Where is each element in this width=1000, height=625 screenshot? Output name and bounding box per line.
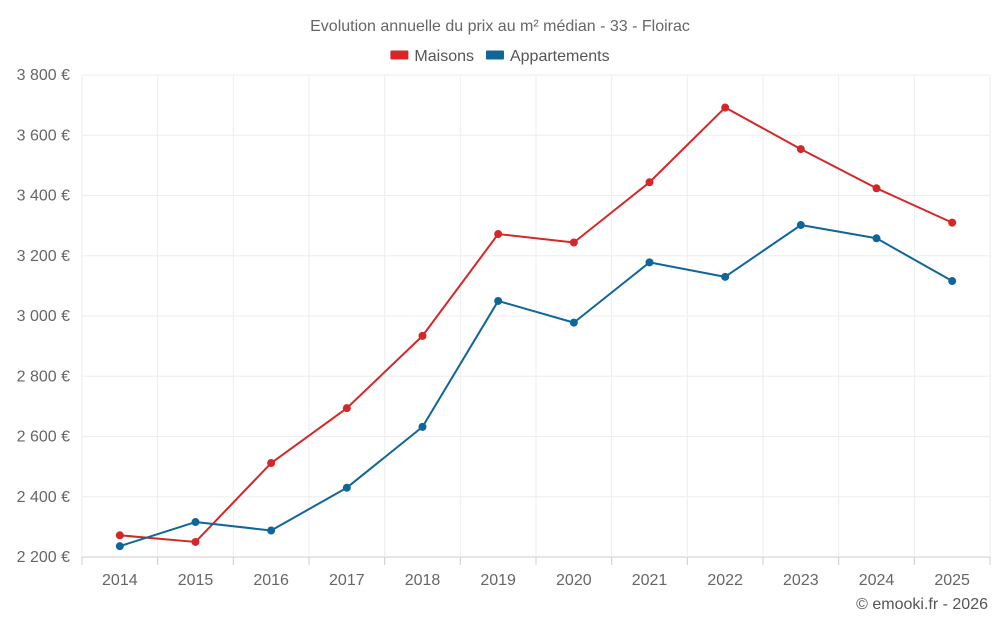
data-point[interactable]: [191, 537, 200, 546]
data-point[interactable]: [948, 218, 957, 227]
x-tick-label: 2020: [556, 572, 592, 589]
legend-swatch: [485, 50, 504, 60]
y-axis: 2 200 € 2 400 € 2 600 € 2 800 € 3 000 € 3 200…: [17, 67, 70, 566]
data-point[interactable]: [418, 422, 427, 431]
x-tick-label: 2023: [783, 572, 819, 589]
data-point[interactable]: [115, 542, 124, 551]
data-point[interactable]: [494, 296, 503, 305]
data-point[interactable]: [721, 103, 730, 112]
x-tick-label: 2016: [253, 572, 289, 589]
data-point[interactable]: [948, 277, 957, 286]
data-point[interactable]: [494, 230, 503, 239]
data-point[interactable]: [645, 178, 654, 187]
y-tick-label: 2 400 €: [17, 489, 70, 506]
data-point[interactable]: [569, 238, 578, 247]
data-point[interactable]: [418, 331, 427, 340]
grid: [81, 74, 991, 558]
legend-swatch: [390, 50, 409, 60]
legend-label: Maisons: [414, 48, 474, 65]
y-tick-label: 3 800 €: [17, 67, 70, 84]
series-line: [119, 224, 953, 548]
chart-title: Evolution annuelle du prix au m² médian …: [310, 18, 690, 35]
data-point[interactable]: [267, 526, 276, 535]
data-point[interactable]: [645, 258, 654, 267]
data-point[interactable]: [721, 272, 730, 281]
data-point[interactable]: [342, 404, 351, 413]
credit-text: © emooki.fr - 2026: [856, 596, 988, 613]
x-tick-label: 2015: [178, 572, 214, 589]
x-tick-label: 2018: [405, 572, 441, 589]
x-tick-label: 2019: [480, 572, 516, 589]
series-appartements: [115, 221, 957, 551]
series-maisons: [115, 103, 957, 546]
data-point[interactable]: [569, 318, 578, 327]
series-line: [119, 106, 953, 543]
data-point[interactable]: [796, 221, 805, 230]
legend-item-appartements[interactable]: Appartements: [485, 48, 610, 65]
series-layer: [115, 103, 957, 551]
y-tick-label: 3 000 €: [17, 308, 70, 325]
x-tick-label: 2025: [934, 572, 970, 589]
data-point[interactable]: [115, 531, 124, 540]
data-point[interactable]: [872, 234, 881, 243]
legend-label: Appartements: [510, 48, 610, 65]
x-tick-label: 2017: [329, 572, 365, 589]
x-tick-label: 2014: [102, 572, 138, 589]
y-tick-label: 3 600 €: [17, 127, 70, 144]
y-tick-label: 3 200 €: [17, 248, 70, 265]
data-point[interactable]: [872, 184, 881, 193]
x-axis: 2014 2015 2016 2017 2018 2019 2020 2021 2022 2023…: [81, 557, 991, 589]
y-tick-label: 2 800 €: [17, 368, 70, 385]
data-point[interactable]: [796, 145, 805, 154]
y-tick-label: 2 200 €: [17, 549, 70, 566]
x-tick-label: 2024: [859, 572, 895, 589]
data-point[interactable]: [191, 518, 200, 527]
data-point[interactable]: [267, 459, 276, 468]
x-tick-label: 2022: [707, 572, 743, 589]
y-tick-label: 2 600 €: [17, 429, 70, 446]
data-point[interactable]: [342, 483, 351, 492]
legend: Maisons Appartements: [390, 48, 610, 65]
x-tick-label: 2021: [632, 572, 668, 589]
legend-item-maisons[interactable]: Maisons: [390, 48, 474, 65]
y-tick-label: 3 400 €: [17, 188, 70, 205]
